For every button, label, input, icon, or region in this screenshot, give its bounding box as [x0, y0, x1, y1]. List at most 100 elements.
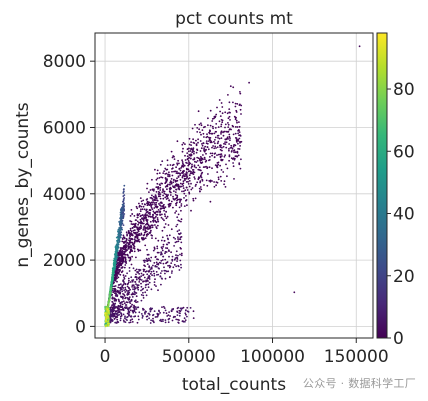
data-point: [173, 198, 175, 201]
data-point: [234, 137, 237, 139]
data-point: [152, 210, 155, 213]
data-point: [150, 206, 153, 209]
data-point: [214, 164, 217, 167]
data-point: [190, 144, 193, 147]
y-tick-label: 6000: [43, 118, 86, 138]
data-point: [213, 185, 216, 188]
data-point: [122, 205, 124, 208]
data-point: [235, 119, 238, 122]
data-point: [185, 175, 188, 177]
data-point: [156, 186, 159, 189]
data-point: [159, 186, 162, 189]
data-point: [130, 305, 133, 308]
data-point: [137, 223, 140, 226]
data-point: [224, 138, 227, 141]
data-point: [156, 245, 159, 248]
data-point: [124, 275, 127, 277]
data-point: [215, 147, 217, 149]
data-point: [186, 176, 189, 179]
plot-frame: [94, 32, 374, 339]
data-point: [133, 238, 136, 241]
data-point: [163, 269, 166, 272]
data-point: [162, 262, 165, 265]
data-point: [104, 325, 107, 328]
data-point: [143, 216, 145, 218]
data-point: [149, 308, 152, 311]
data-point: [186, 315, 188, 318]
data-point: [129, 319, 132, 322]
data-point: [187, 160, 190, 162]
data-point: [140, 214, 143, 217]
data-point: [174, 191, 177, 194]
data-point: [228, 143, 231, 145]
data-point: [199, 156, 202, 158]
data-point: [123, 251, 126, 254]
data-point: [164, 173, 167, 175]
data-point: [145, 279, 147, 282]
data-point: [228, 149, 230, 152]
data-point: [196, 156, 199, 159]
data-point: [137, 288, 140, 291]
data-point: [146, 289, 149, 291]
data-point: [156, 169, 159, 172]
data-point: [148, 211, 151, 214]
data-point: [146, 219, 149, 221]
data-point: [176, 170, 178, 173]
data-point: [139, 269, 141, 271]
data-point: [148, 270, 151, 272]
x-axis-label: total_counts: [182, 375, 286, 395]
data-point: [169, 164, 172, 166]
data-point: [142, 234, 145, 237]
data-point: [113, 304, 116, 307]
data-point: [171, 308, 174, 311]
data-point: [122, 309, 125, 312]
data-point: [114, 316, 117, 319]
data-point: [182, 174, 185, 176]
data-point: [163, 209, 166, 212]
data-point: [178, 206, 181, 209]
data-point: [218, 99, 221, 101]
data-point: [179, 174, 182, 177]
data-point: [159, 272, 162, 274]
data-point: [129, 215, 132, 217]
data-point: [178, 269, 181, 271]
data-point: [145, 270, 148, 273]
data-point: [172, 179, 175, 182]
data-point: [239, 92, 242, 95]
data-point: [214, 152, 217, 155]
data-point: [169, 276, 171, 278]
data-point: [117, 230, 119, 233]
data-point: [211, 152, 214, 155]
data-point: [126, 272, 128, 275]
data-point: [153, 188, 155, 191]
data-point: [110, 287, 112, 290]
data-point: [174, 180, 177, 183]
data-point: [129, 234, 131, 237]
data-point: [116, 241, 119, 243]
data-point: [203, 147, 206, 150]
data-point: [164, 252, 166, 255]
data-point: [151, 188, 154, 191]
data-point: [186, 306, 189, 309]
data-point: [232, 86, 235, 89]
data-point: [163, 190, 166, 193]
data-point: [150, 256, 153, 259]
data-point: [160, 259, 163, 262]
data-point: [150, 266, 153, 269]
data-point: [122, 300, 125, 303]
data-point: [193, 150, 195, 153]
data-point: [215, 184, 218, 187]
data-point: [113, 265, 116, 268]
data-point: [192, 158, 195, 161]
data-point: [219, 156, 222, 159]
data-point: [182, 187, 185, 190]
data-point: [135, 278, 138, 281]
data-point: [229, 119, 231, 121]
data-point: [177, 236, 179, 239]
data-point: [153, 321, 155, 324]
data-point: [217, 176, 220, 179]
data-point: [154, 237, 157, 240]
data-point: [175, 225, 178, 228]
data-point: [238, 131, 241, 134]
data-point: [168, 199, 171, 202]
